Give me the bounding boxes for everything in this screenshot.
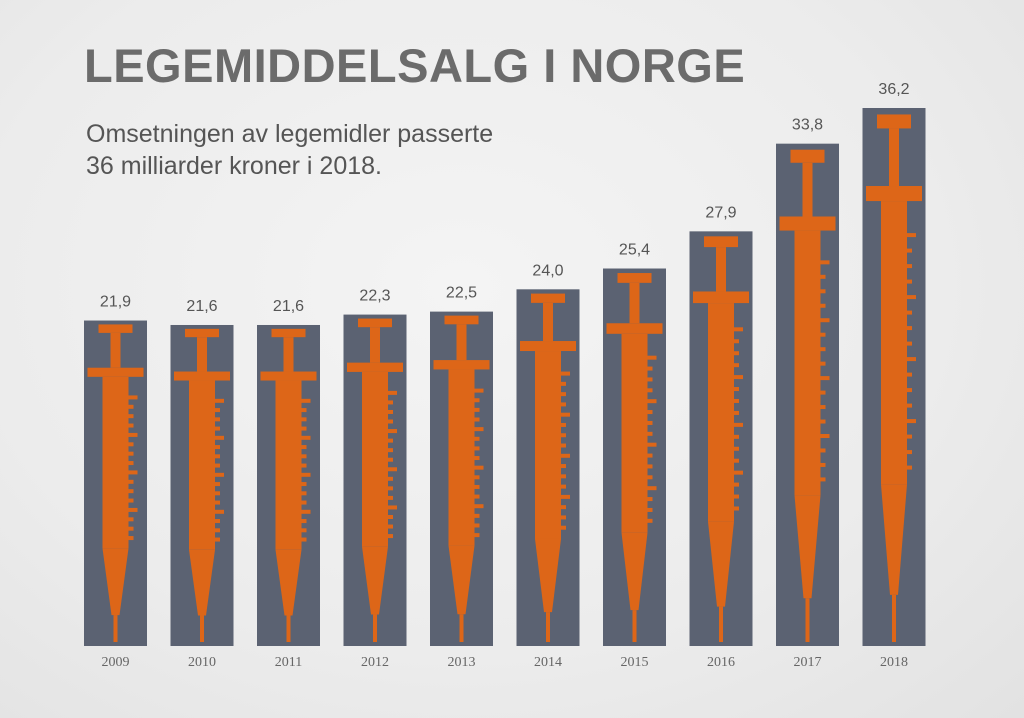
value-label-2011: 21,6 xyxy=(273,298,304,315)
value-label-2015: 25,4 xyxy=(619,242,650,259)
bar-group-2018: 36,2 2018 xyxy=(862,81,926,670)
bar-group-2016: 27,9 2016 xyxy=(689,204,753,670)
syringe-icon xyxy=(779,149,836,642)
bar-group-2013: 22,5 2013 xyxy=(430,285,493,670)
bar-group-2009: 21,9 2009 xyxy=(84,294,147,670)
year-label-2009: 2009 xyxy=(102,655,130,670)
syringe-icon xyxy=(433,315,490,642)
value-label-2013: 22,5 xyxy=(446,285,477,302)
syringe-icon xyxy=(87,324,144,642)
year-label-2016: 2016 xyxy=(707,655,735,670)
year-label-2012: 2012 xyxy=(361,655,389,670)
bar-group-2014: 24,0 2014 xyxy=(516,262,580,670)
value-label-2014: 24,0 xyxy=(532,262,563,279)
value-label-2009: 21,9 xyxy=(100,294,131,311)
bar-group-2011: 21,6 2011 xyxy=(257,298,320,670)
syringe-icon xyxy=(606,273,663,642)
value-label-2016: 27,9 xyxy=(705,204,736,221)
bar-group-2015: 25,4 2015 xyxy=(603,242,666,670)
bar-group-2012: 22,3 2012 xyxy=(343,288,407,670)
value-label-2010: 21,6 xyxy=(186,298,217,315)
syringe-icon xyxy=(174,328,230,642)
syringe-icon xyxy=(693,236,749,642)
year-label-2017: 2017 xyxy=(794,655,822,670)
subtitle-line-1: Omsetningen av legemidler passerte xyxy=(86,120,494,148)
syringe-icon xyxy=(347,318,403,642)
year-label-2014: 2014 xyxy=(534,655,562,670)
year-label-2010: 2010 xyxy=(188,655,216,670)
year-label-2013: 2013 xyxy=(448,655,476,670)
value-label-2012: 22,3 xyxy=(359,288,390,305)
year-label-2018: 2018 xyxy=(880,655,908,670)
chart-subtitle: Omsetningen av legemidler passerte 36 mi… xyxy=(86,118,493,182)
year-label-2015: 2015 xyxy=(621,655,649,670)
bar-group-2010: 21,6 2010 xyxy=(170,298,234,670)
syringe-icon xyxy=(866,114,922,642)
chart-title: LEGEMIDDELSALG I NORGE xyxy=(84,39,746,92)
bar-group-2017: 33,8 2017 xyxy=(776,117,839,670)
subtitle-line-2: 36 milliarder kroner i 2018. xyxy=(86,152,382,180)
syringe-icon xyxy=(520,293,576,642)
year-label-2011: 2011 xyxy=(275,655,302,670)
value-label-2018: 36,2 xyxy=(878,81,909,98)
value-label-2017: 33,8 xyxy=(792,117,823,134)
syringe-icon xyxy=(260,328,317,642)
